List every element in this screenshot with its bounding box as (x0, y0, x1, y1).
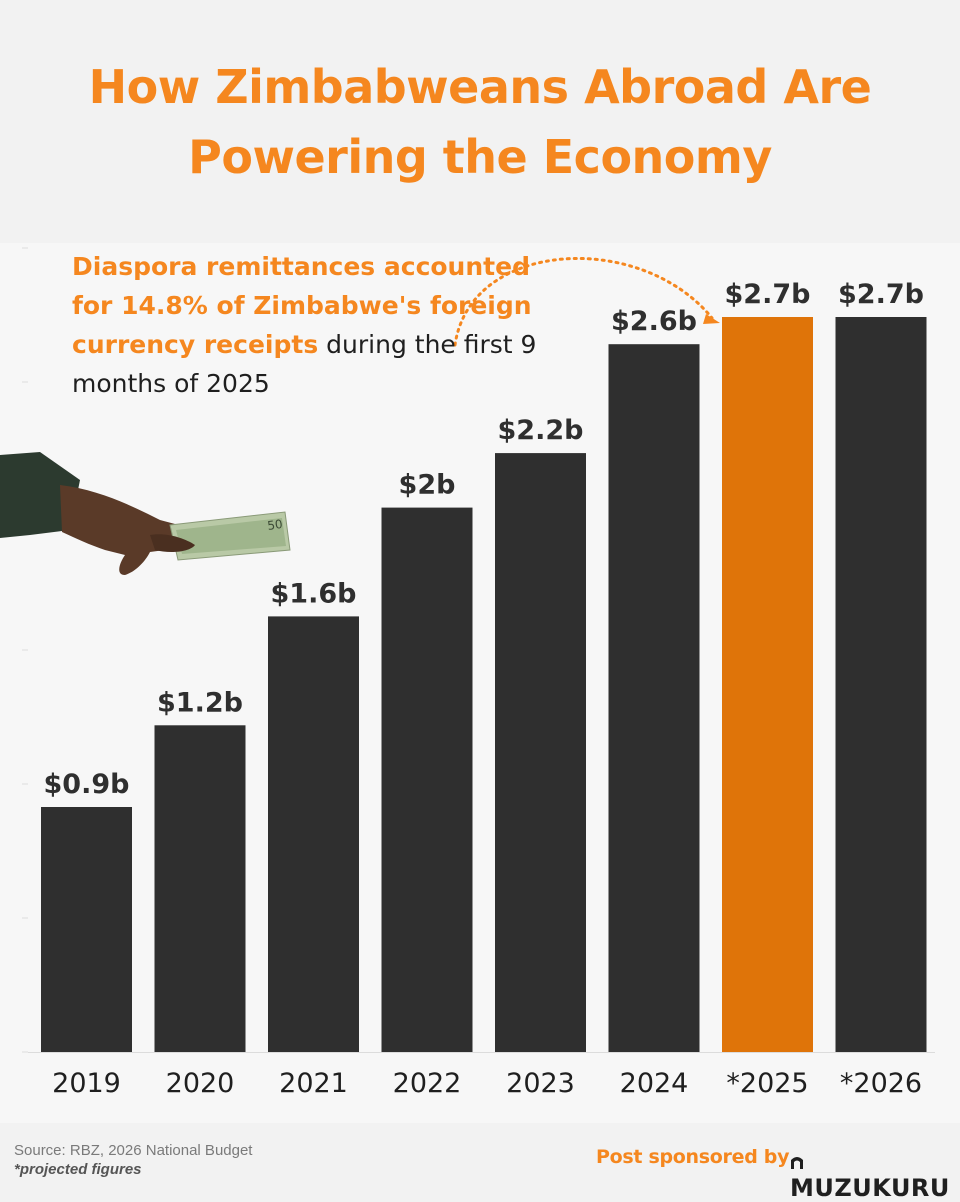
annotation-highlight: Diaspora remittances accounted for 14.8%… (72, 252, 532, 359)
projection-note: *projected figures (14, 1161, 142, 1178)
value-label: $2b (399, 470, 456, 501)
bar-2024 (608, 344, 700, 1052)
value-label: $2.6b (611, 306, 697, 337)
value-label: $2.7b (725, 279, 811, 310)
value-label: $2.2b (498, 415, 584, 446)
hand-with-cash-image: 50 (0, 452, 291, 575)
category-label: *2026 (840, 1068, 922, 1099)
category-label: 2023 (506, 1068, 575, 1099)
bar-2023 (495, 453, 586, 1053)
dotted-arrow (453, 256, 714, 347)
value-label: $0.9b (44, 769, 130, 800)
bar-2022 (381, 507, 473, 1053)
chart-title: How Zimbabweans Abroad Are Powering the … (0, 52, 960, 192)
arrow-head-icon (703, 314, 720, 324)
category-label: 2021 (279, 1068, 348, 1099)
category-label: 2019 (52, 1068, 121, 1099)
value-label: $1.6b (271, 578, 357, 609)
category-label: 2022 (393, 1068, 462, 1099)
bar-2020 (154, 725, 246, 1052)
bar-2021 (268, 616, 359, 1052)
category-label: 2020 (166, 1068, 235, 1099)
annotation-text: Diaspora remittances accounted for 14.8%… (72, 247, 542, 403)
bars-group (41, 317, 927, 1053)
sponsor-brand: MUZUKURU (790, 1146, 960, 1202)
annotation-rest: during the first 9 months of 2025 (72, 330, 537, 398)
category-labels-group: 2019 2020 2021 2022 2023 2024 *2025 *2026 (52, 1068, 922, 1099)
category-label: 2024 (620, 1068, 689, 1099)
source-text: Source: RBZ, 2026 National Budget (14, 1142, 253, 1159)
brand-name: MUZUKURU (790, 1174, 950, 1202)
bar-projected-2025 (722, 317, 813, 1052)
value-label: $1.2b (157, 687, 243, 718)
category-label: *2025 (726, 1068, 808, 1099)
sponsor-label: Post sponsored by (596, 1146, 790, 1168)
value-label: $2.7b (838, 279, 924, 310)
bar-projected-2026 (835, 317, 927, 1052)
svg-text:50: 50 (266, 517, 283, 533)
bar-2019 (41, 807, 132, 1052)
value-labels-group: $0.9b $1.2b $1.6b $2b $2.2b $2.6b $2.7b $2.7b (44, 279, 924, 800)
title-line-2: Powering the Economy (188, 130, 772, 184)
title-line-1: How Zimbabweans Abroad Are (88, 60, 872, 114)
muzukuru-logo-icon (791, 1157, 803, 1169)
